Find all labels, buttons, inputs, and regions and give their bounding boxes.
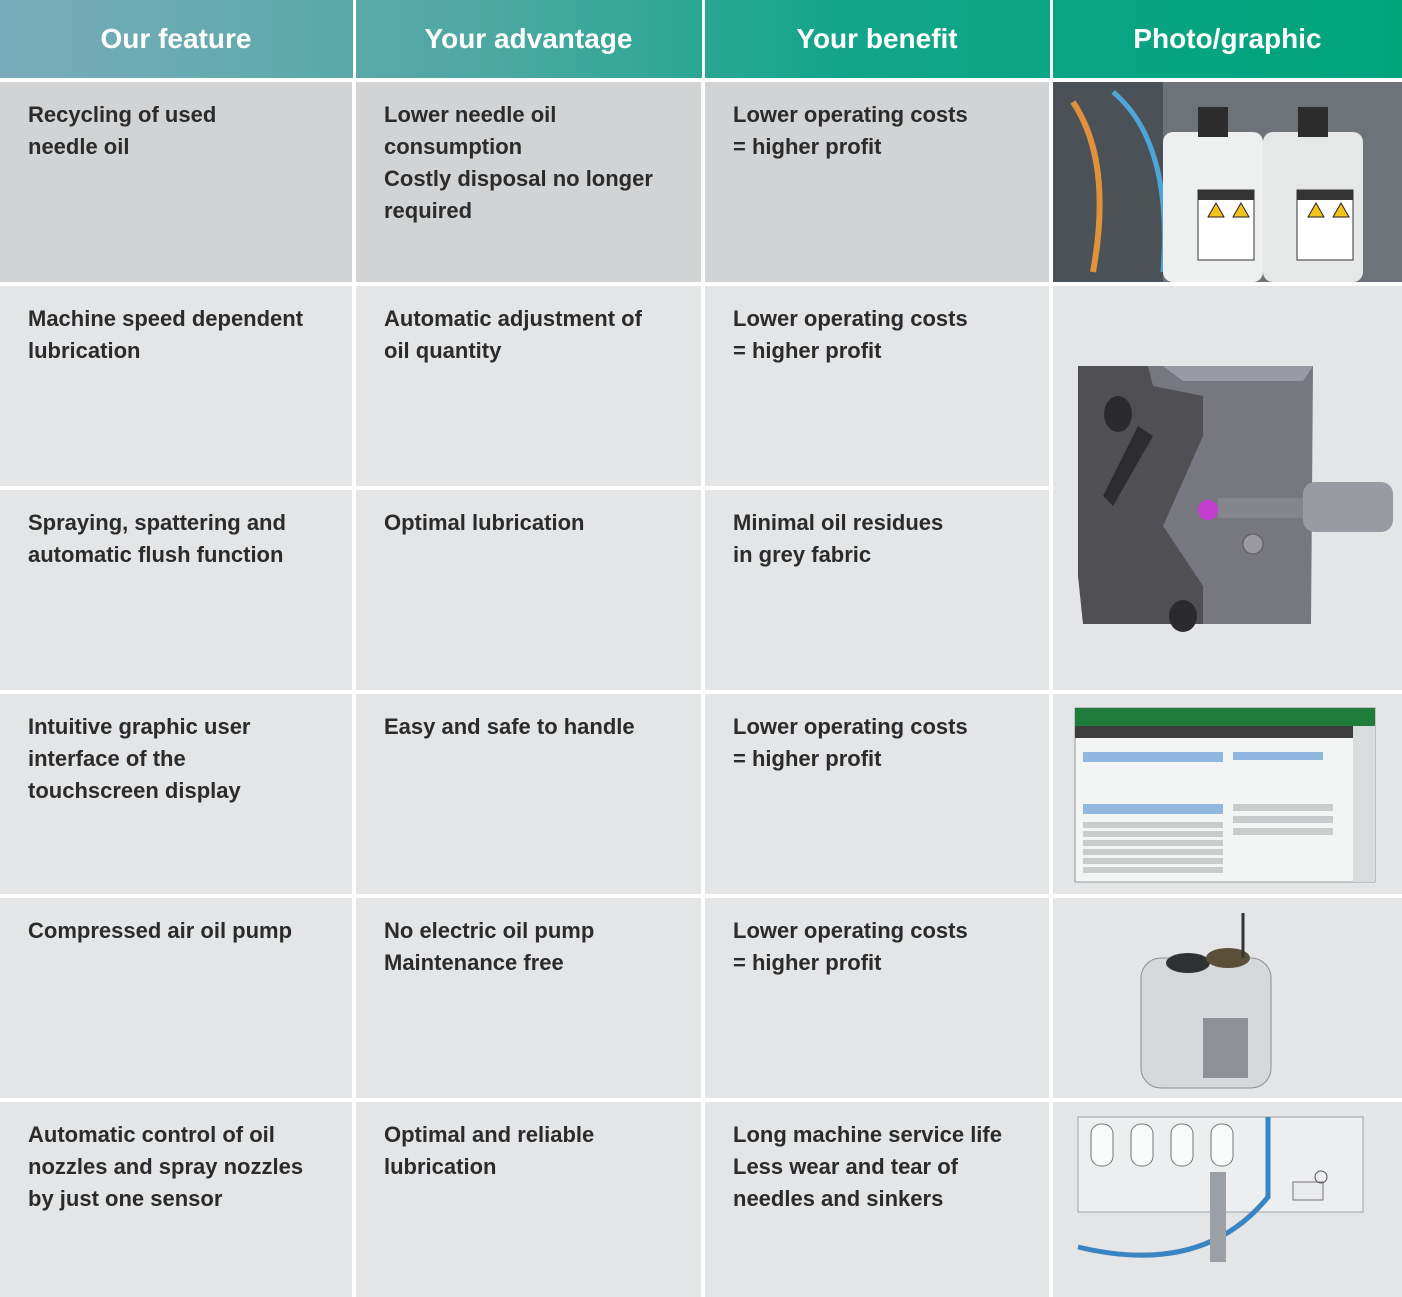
photo bbox=[1053, 286, 1402, 690]
cell-line: Intuitive graphic user bbox=[28, 714, 251, 739]
cell-line: Long machine service life bbox=[733, 1122, 1002, 1147]
table-cell: Lower needle oil consumption Costly dispos… bbox=[356, 82, 701, 282]
cell-line: touchscreen display bbox=[28, 778, 241, 803]
cell-line: Lower needle oil bbox=[384, 102, 557, 127]
cell-line: Lower operating costs bbox=[733, 918, 968, 943]
header-cell: Our feature bbox=[100, 23, 252, 54]
table-cell: Automatic control of oil nozzles and spra… bbox=[0, 1102, 352, 1297]
header-cell: Photo/graphic bbox=[1133, 23, 1322, 54]
table-cell: Lower operating costs = higher profit bbox=[705, 286, 1049, 486]
cell-line: Compressed air oil pump bbox=[28, 918, 293, 943]
header-separator bbox=[702, 0, 705, 78]
cell-line: Spraying, spattering and bbox=[28, 510, 286, 535]
cell-line: = higher profit bbox=[733, 338, 882, 363]
table-cell: Minimal oil residues in grey fabric bbox=[705, 490, 1049, 690]
cell-line: Optimal and reliable bbox=[384, 1122, 595, 1147]
table-cell: Lower operating costs = higher profit bbox=[705, 898, 1049, 1098]
cell-line: Costly disposal no longer bbox=[384, 166, 653, 191]
table-cell: Automatic adjustment of oil quantity bbox=[356, 286, 701, 486]
cell-line: needles and sinkers bbox=[733, 1186, 944, 1211]
table-cell: Easy and safe to handle bbox=[356, 694, 701, 894]
cell-line: required bbox=[384, 198, 473, 223]
photo bbox=[1053, 694, 1402, 894]
photo-graphic bbox=[1053, 82, 1402, 282]
cell-line: Automatic adjustment of bbox=[384, 306, 642, 331]
cell-line: Maintenance free bbox=[384, 950, 564, 975]
cell-line: Lower operating costs bbox=[733, 102, 968, 127]
cell-line: nozzles and spray nozzles bbox=[28, 1154, 304, 1179]
cell-line: consumption bbox=[384, 134, 523, 159]
cell-line: = higher profit bbox=[733, 134, 882, 159]
cell-line: = higher profit bbox=[733, 746, 882, 771]
cell-line: Machine speed dependent bbox=[28, 306, 304, 331]
cell-line: No electric oil pump bbox=[384, 918, 595, 943]
table-cell: Spraying, spattering and automatic flush … bbox=[0, 490, 352, 690]
cell-line: interface of the bbox=[28, 746, 186, 771]
cell-line: Recycling of used bbox=[28, 102, 217, 127]
cell-line: = higher profit bbox=[733, 950, 882, 975]
cell-line: oil quantity bbox=[384, 338, 502, 363]
photo bbox=[1053, 82, 1402, 282]
table-cell: Machine speed dependent lubrication bbox=[0, 286, 352, 486]
table-cell: Lower operating costs = higher profit bbox=[705, 694, 1049, 894]
cell-line: Less wear and tear of bbox=[733, 1154, 958, 1179]
photo-graphic bbox=[1077, 1116, 1364, 1262]
photo-graphic bbox=[1078, 366, 1393, 632]
table-cell: Compressed air oil pump bbox=[0, 898, 352, 1098]
cell-line: automatic flush function bbox=[28, 542, 284, 567]
cell-line: lubrication bbox=[28, 338, 141, 363]
header-separator bbox=[1050, 0, 1053, 78]
table-cell: Lower operating costs = higher profit bbox=[705, 82, 1049, 282]
cell-line: Lower operating costs bbox=[733, 306, 968, 331]
photo-graphic bbox=[1074, 707, 1376, 883]
cell-line: needle oil bbox=[28, 134, 130, 159]
table-cell: Long machine service life Less wear and t… bbox=[705, 1102, 1049, 1297]
cell-line: Lower operating costs bbox=[733, 714, 968, 739]
header-cell: Your advantage bbox=[424, 23, 633, 54]
cell-line: Automatic control of oil bbox=[28, 1122, 275, 1147]
table-cell: Intuitive graphic user interface of the to… bbox=[0, 694, 352, 894]
cell-line: Optimal lubrication bbox=[384, 510, 585, 535]
header-bar bbox=[0, 0, 1402, 78]
table-cell: Optimal lubrication bbox=[356, 490, 701, 690]
header-cell: Your benefit bbox=[796, 23, 958, 54]
cell-line: by just one sensor bbox=[28, 1186, 223, 1211]
cell-line: Easy and safe to handle bbox=[384, 714, 635, 739]
cell-line: Minimal oil residues bbox=[733, 510, 944, 535]
table-cell: No electric oil pump Maintenance free bbox=[356, 898, 701, 1098]
cell-line: in grey fabric bbox=[733, 542, 872, 567]
table-cell: Recycling of used needle oil bbox=[0, 82, 352, 282]
table-cell: Optimal and reliable lubrication bbox=[356, 1102, 701, 1297]
photo bbox=[1053, 898, 1402, 1098]
header-separator bbox=[353, 0, 356, 78]
cell-line: lubrication bbox=[384, 1154, 497, 1179]
photo bbox=[1053, 1102, 1402, 1297]
photo-graphic bbox=[1140, 913, 1272, 1089]
